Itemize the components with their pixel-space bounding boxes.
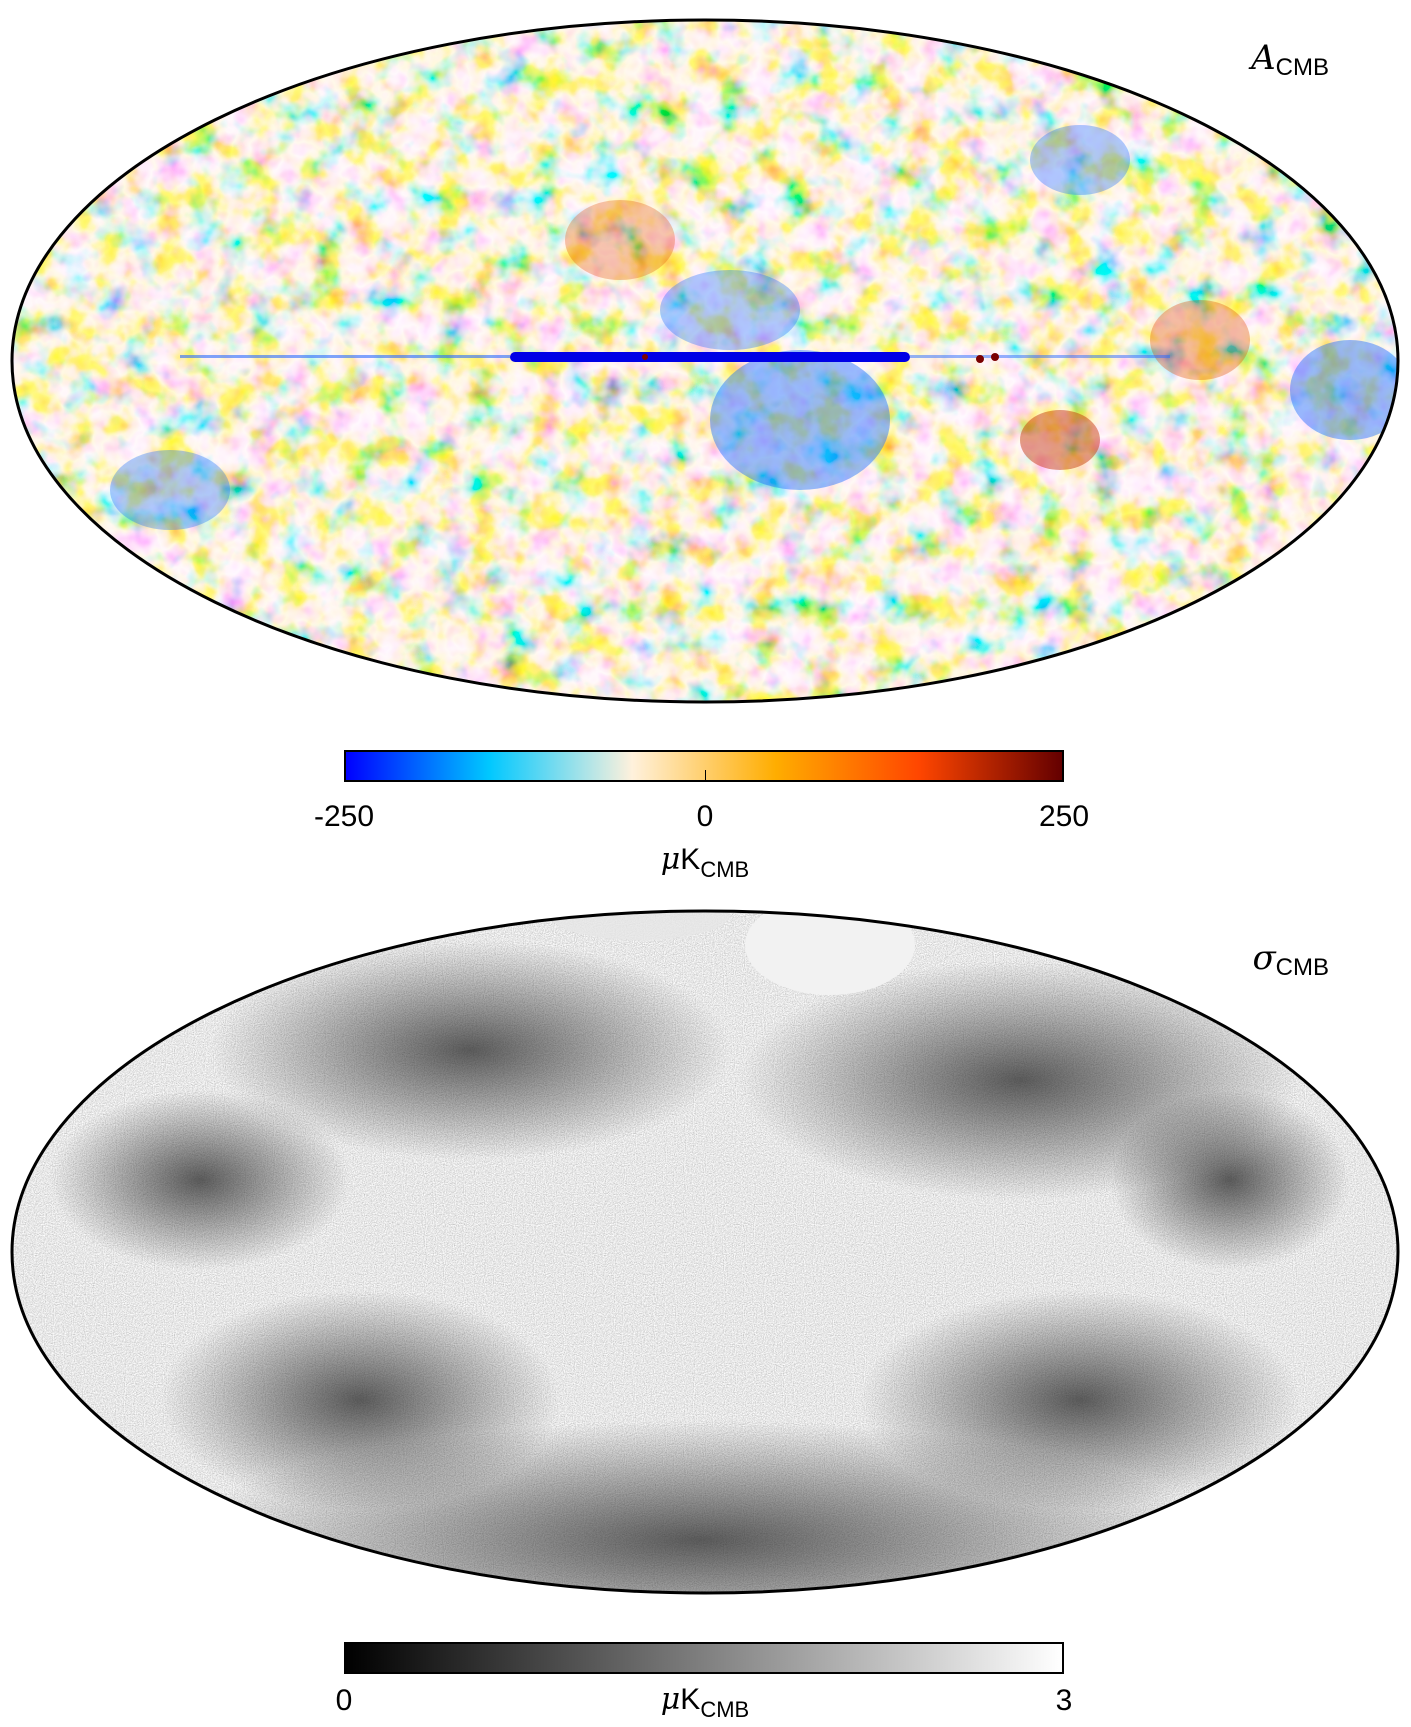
uncertainty-map-panel: σCMB 0 3 μKCMB bbox=[0, 880, 1411, 1727]
bright-cap-region bbox=[745, 911, 915, 995]
map-outline bbox=[10, 909, 1400, 1595]
colorbar-max-label: 3 bbox=[1055, 1684, 1073, 1717]
map-title: σCMB bbox=[1252, 938, 1329, 981]
uncertainty-mollweide-map bbox=[10, 909, 1400, 1595]
colorbar-unit-label: μKCMB bbox=[660, 1682, 750, 1722]
colorbar-tick bbox=[705, 770, 706, 782]
colorbar-min-label: -250 bbox=[313, 800, 375, 833]
amplitude-map-panel: ACMB -250 0 250 μKCMB bbox=[10, 18, 1400, 882]
colorbar-min-label: 0 bbox=[335, 1684, 353, 1717]
colorbar-unit-label: μKCMB bbox=[660, 842, 750, 882]
map-title: ACMB bbox=[1251, 38, 1329, 81]
map-outline bbox=[10, 18, 1400, 704]
uncertainty-colorbar bbox=[344, 1642, 1064, 1674]
amplitude-mollweide-map bbox=[10, 18, 1400, 704]
galactic-plane-residual bbox=[510, 352, 910, 362]
colorbar-mid-label: 0 bbox=[696, 800, 714, 833]
amplitude-colorbar bbox=[344, 750, 1064, 782]
colorbar-max-label: 250 bbox=[1038, 800, 1090, 833]
